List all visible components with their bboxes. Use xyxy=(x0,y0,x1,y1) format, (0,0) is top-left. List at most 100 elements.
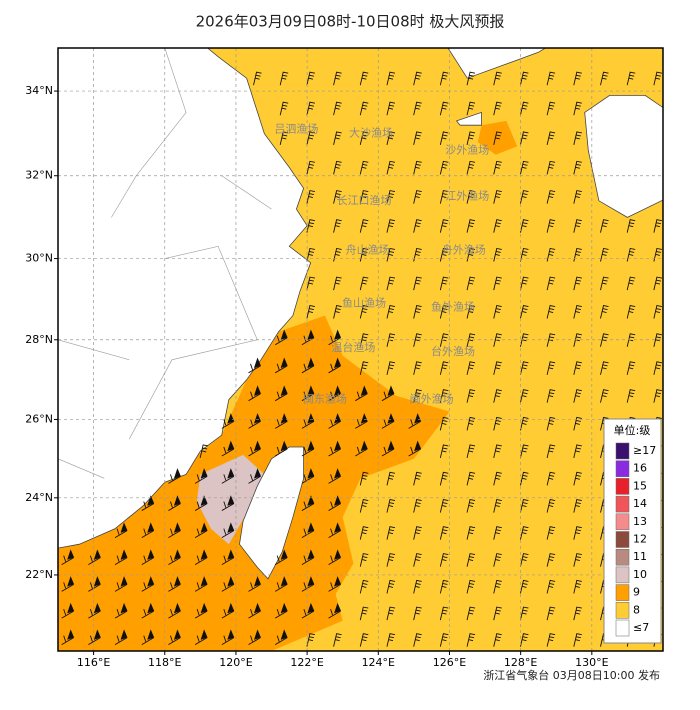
wind-barb xyxy=(386,219,396,233)
wind-barb xyxy=(253,71,262,86)
legend-swatch xyxy=(615,548,630,566)
wind-barb xyxy=(194,495,208,511)
wind-barb xyxy=(546,389,556,403)
wind-barb xyxy=(61,629,75,646)
wind-barb xyxy=(221,629,235,646)
land xyxy=(455,111,482,126)
wind-barb xyxy=(88,576,101,592)
legend-label: 9 xyxy=(633,586,640,599)
wind-barb xyxy=(359,131,369,145)
wind-barb xyxy=(168,468,181,484)
wind-barb xyxy=(439,247,449,262)
wind-barb xyxy=(600,219,609,233)
wind-barb xyxy=(573,160,582,175)
legend-swatch xyxy=(615,513,630,531)
wind-barb xyxy=(413,101,422,116)
wind-barb xyxy=(359,361,369,375)
wind-barb xyxy=(88,549,101,565)
wind-barb xyxy=(274,440,288,457)
wind-barb xyxy=(221,468,235,484)
wind-barb xyxy=(274,385,288,402)
wind-barb xyxy=(386,131,396,145)
wind-barb xyxy=(386,190,396,204)
wind-barb xyxy=(546,606,556,621)
fishing-ground-label: 鱼山渔场 xyxy=(342,295,386,309)
wind-barb xyxy=(248,602,261,619)
wind-barb xyxy=(546,71,556,86)
y-tick-label: 24°N xyxy=(25,491,53,504)
wind-barb xyxy=(141,602,155,619)
x-tick-label: 124°E xyxy=(362,656,395,669)
wind-barb xyxy=(301,522,315,539)
wind-barb xyxy=(306,305,315,319)
wind-barb xyxy=(653,361,662,375)
wind-barb xyxy=(413,389,422,403)
wind-barb xyxy=(546,579,556,594)
wind-barb xyxy=(274,329,288,346)
wind-barb xyxy=(519,471,529,486)
wind-barb xyxy=(466,471,476,486)
wind-barb xyxy=(439,606,449,621)
wind-barb xyxy=(546,333,556,347)
wind-barb xyxy=(333,160,342,175)
fishing-ground-label: 温台渔场 xyxy=(331,340,375,354)
wind-barb xyxy=(466,606,476,621)
wind-barb xyxy=(301,549,315,565)
wind-barb xyxy=(546,471,556,486)
wind-barb xyxy=(600,276,609,291)
wind-barb xyxy=(493,305,502,319)
wind-barb xyxy=(546,444,556,459)
wind-barb xyxy=(359,101,369,116)
wind-barb xyxy=(386,606,396,621)
wind-barb xyxy=(439,579,449,594)
wind-barb xyxy=(466,579,476,594)
wind-barb xyxy=(466,444,476,459)
wind-barb xyxy=(328,468,342,484)
wind-barb xyxy=(573,553,582,567)
wind-barb xyxy=(274,629,288,646)
wind-barb xyxy=(141,576,155,592)
wind-barb xyxy=(600,333,609,347)
wind-barb xyxy=(141,495,155,511)
wind-barb xyxy=(248,413,261,429)
wind-barb xyxy=(493,471,502,486)
wind-barb xyxy=(573,416,582,431)
wind-barb xyxy=(301,357,315,374)
wind-barb xyxy=(141,629,155,646)
legend-label: 12 xyxy=(633,533,647,546)
wind-barb xyxy=(88,602,101,619)
x-tick-label: 116°E xyxy=(77,656,110,669)
wind-barb xyxy=(359,219,369,233)
wind-barb xyxy=(546,633,556,647)
wind-barb xyxy=(653,247,662,262)
y-tick-label: 22°N xyxy=(25,568,53,581)
wind-barb xyxy=(301,413,315,429)
wind-barb xyxy=(439,190,449,204)
wind-barb xyxy=(413,219,422,233)
wind-barb xyxy=(493,553,502,567)
wind-barb xyxy=(466,333,476,347)
wind-barb xyxy=(413,606,422,621)
wind-barb xyxy=(439,526,449,540)
wind-barb xyxy=(194,602,208,619)
wind-barb xyxy=(413,361,422,375)
wind-barb xyxy=(439,276,449,291)
wind-barb xyxy=(248,576,261,592)
wind-barb xyxy=(519,276,529,291)
wind-barb xyxy=(493,190,502,204)
wind-barb xyxy=(546,553,556,567)
wind-barb xyxy=(519,219,529,233)
wind-barb xyxy=(301,385,315,402)
legend-box xyxy=(603,418,662,644)
wind-barb xyxy=(333,633,342,647)
wind-barb xyxy=(466,389,476,403)
sea-level9 xyxy=(477,120,518,155)
wind-barb xyxy=(573,499,582,513)
wind-barb xyxy=(168,549,181,565)
wind-barb xyxy=(573,526,582,540)
wind-barb xyxy=(141,522,155,539)
wind-barb xyxy=(626,305,636,319)
legend-label: 10 xyxy=(633,568,647,581)
wind-barb xyxy=(194,576,208,592)
wind-barb xyxy=(274,549,288,565)
